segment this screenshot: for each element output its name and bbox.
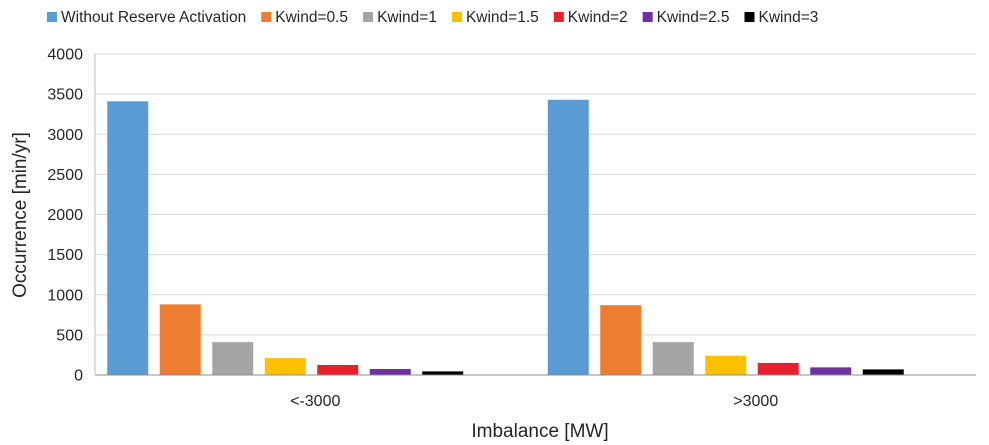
legend-label: Kwind=3 xyxy=(759,9,819,26)
bar-without-reserve-activation-1 xyxy=(547,99,589,376)
bar-kwind-2-1 xyxy=(757,362,799,375)
legend-label: Kwind=2.5 xyxy=(657,9,730,26)
legend-item: Kwind=2.5 xyxy=(642,9,730,26)
legend-item: Without Reserve Activation xyxy=(47,9,246,26)
legend: Without Reserve Activation Kwind=0.5 Kwind… xyxy=(47,9,818,26)
legend-swatch xyxy=(261,12,272,22)
legend-label: Kwind=1.5 xyxy=(466,9,539,26)
y-tick-label: 2000 xyxy=(47,207,83,224)
bar-kwind-1-0 xyxy=(212,342,254,375)
y-tick-label: 2500 xyxy=(47,167,83,184)
y-tick-label: 3500 xyxy=(47,87,83,104)
y-tick-label: 0 xyxy=(74,368,83,385)
legend-item: Kwind=2 xyxy=(553,9,628,26)
x-tick-label: >3000 xyxy=(733,393,778,410)
bars xyxy=(107,99,904,376)
y-axis-title: Occurrence [min/yr] xyxy=(10,132,31,298)
y-tick-label: 4000 xyxy=(47,47,83,64)
bar-kwind-2-0 xyxy=(317,364,359,375)
y-tick-label: 1000 xyxy=(47,287,83,304)
bar-kwind-1-1 xyxy=(652,342,694,375)
y-tick-label: 3000 xyxy=(47,127,83,144)
bar-kwind-0-5-1 xyxy=(600,305,642,375)
legend-swatch xyxy=(47,12,57,22)
legend-swatch xyxy=(744,12,755,22)
legend-label: Kwind=1 xyxy=(377,9,437,26)
x-tick-label: <-3000 xyxy=(290,393,340,410)
bar-kwind-3-0 xyxy=(422,371,464,375)
legend-swatch xyxy=(642,12,653,22)
legend-label: Kwind=2 xyxy=(568,9,628,26)
legend-label: Without Reserve Activation xyxy=(61,9,246,26)
bar-without-reserve-activation-0 xyxy=(107,101,149,375)
legend-swatch xyxy=(553,12,564,22)
legend-item: Kwind=3 xyxy=(744,9,819,26)
bar-kwind-2-5-1 xyxy=(810,367,852,375)
legend-swatch xyxy=(451,12,462,22)
x-tick-labels: <-3000 >3000 xyxy=(290,393,778,410)
bar-kwind-3-1 xyxy=(862,369,904,375)
legend-label: Kwind=0.5 xyxy=(275,9,348,26)
bar-kwind-1-5-1 xyxy=(705,355,747,375)
y-tick-label: 1500 xyxy=(47,247,83,264)
bar-kwind-1-5-0 xyxy=(264,358,306,375)
x-axis-title: Imbalance [MW] xyxy=(471,421,608,442)
y-tick-label: 500 xyxy=(56,327,83,344)
legend-item: Kwind=0.5 xyxy=(261,9,348,26)
gridlines xyxy=(95,53,976,336)
axes xyxy=(94,54,976,376)
legend-item: Kwind=1.5 xyxy=(451,9,539,26)
bar-kwind-2-5-0 xyxy=(369,368,411,375)
bar-kwind-0-5-0 xyxy=(159,304,201,375)
legend-item: Kwind=1 xyxy=(363,9,437,26)
y-tick-labels: 0 500 1000 1500 2000 2500 3000 3500 4000 xyxy=(47,47,83,385)
legend-swatch xyxy=(363,12,374,22)
